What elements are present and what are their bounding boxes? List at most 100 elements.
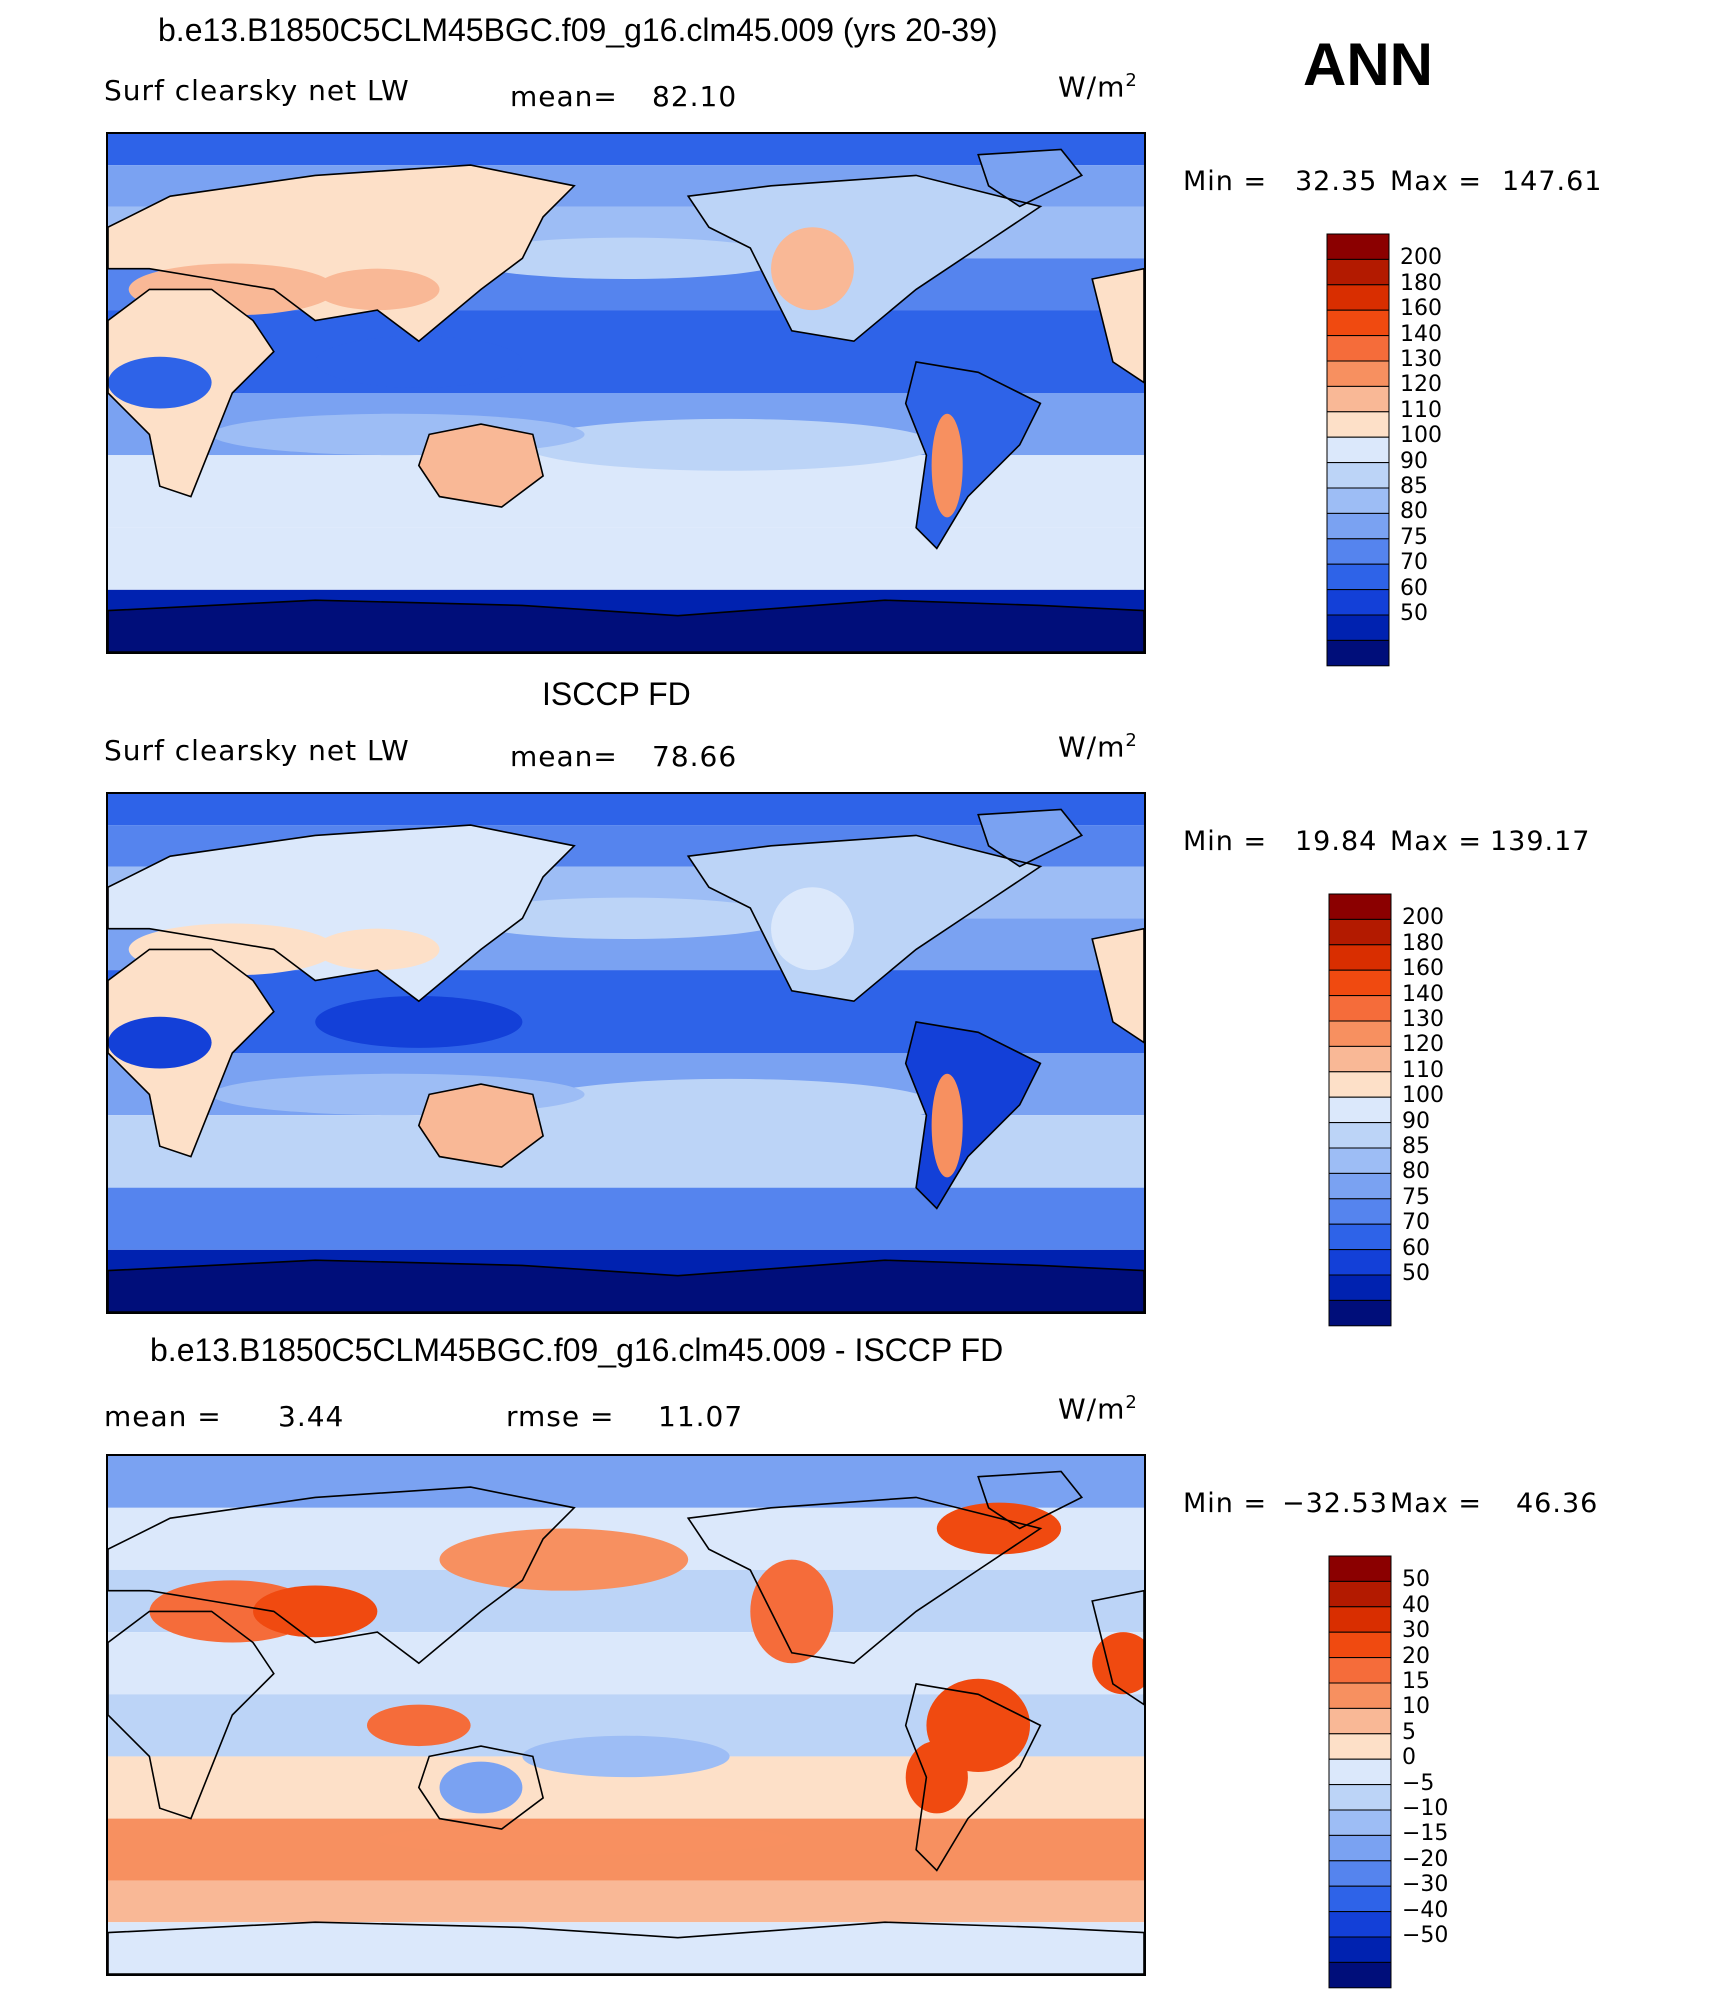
panel2-variable: Surf clearsky net LW — [104, 734, 410, 767]
colorbar-swatch — [1328, 1657, 1392, 1684]
panel3-rmse-value: 11.07 — [658, 1400, 744, 1433]
colorbar-swatch — [1326, 538, 1390, 565]
panel1-min-label: Min = — [1183, 166, 1268, 197]
panel1-map-field — [108, 134, 1144, 652]
colorbar-swatches — [1328, 1555, 1392, 1989]
colorbar-level-label: 75 — [1400, 524, 1428, 550]
colorbar-swatch — [1328, 918, 1392, 946]
colorbar-swatch — [1326, 512, 1390, 540]
colorbar-level-label: −15 — [1402, 1821, 1449, 1847]
colorbar-swatch — [1328, 995, 1392, 1022]
panel3-min-label: Min = — [1183, 1488, 1268, 1519]
colorbar-level-label: 50 — [1402, 1261, 1430, 1286]
colorbar-level-label: 180 — [1400, 270, 1442, 296]
colorbar-swatch — [1328, 1020, 1392, 1047]
colorbar-swatch — [1326, 335, 1390, 362]
colorbar-swatch — [1326, 385, 1390, 413]
colorbar-level-label: 120 — [1400, 372, 1442, 398]
colorbar-level-label: 200 — [1400, 245, 1442, 271]
colorbar-level-label: 60 — [1402, 1235, 1430, 1261]
colorbar-swatch — [1328, 944, 1392, 971]
panel3-rmse-label: rmse = — [506, 1400, 615, 1433]
panel2-max-label: Max = — [1390, 826, 1483, 857]
colorbar-level-label: −40 — [1402, 1897, 1449, 1923]
colorbar-level-label: 200 — [1402, 905, 1444, 931]
colorbar-level-label: 0 — [1402, 1745, 1416, 1771]
colorbar-level-label: 130 — [1402, 1007, 1444, 1032]
colorbar-swatch — [1326, 462, 1390, 489]
colorbar-level-label: 90 — [1400, 448, 1428, 474]
colorbar-level-label: 180 — [1402, 930, 1444, 956]
colorbar-swatch — [1328, 1071, 1392, 1098]
colorbar-level-label: 110 — [1402, 1057, 1444, 1083]
colorbar-level-label: 85 — [1402, 1134, 1430, 1159]
colorbar-swatch — [1328, 1961, 1392, 1989]
panel3-title: b.e13.B1850C5CLM45BGC.f09_g16.clm45.009 … — [150, 1332, 1004, 1368]
panel2-max-value: 139.17 — [1490, 826, 1591, 857]
colorbar-swatch — [1326, 233, 1390, 260]
colorbar-swatch — [1328, 1834, 1392, 1862]
panel3-min-value: −32.53 — [1282, 1488, 1388, 1519]
colorbar-swatch — [1328, 1274, 1392, 1301]
colorbar-swatch — [1326, 589, 1390, 616]
colorbar-level-label: 100 — [1400, 423, 1442, 449]
colorbar-swatch — [1328, 1784, 1392, 1811]
colorbar-level-label: 50 — [1400, 601, 1428, 626]
colorbar-swatch — [1326, 487, 1390, 514]
colorbar-level-label: 20 — [1402, 1643, 1430, 1669]
colorbar-swatch — [1328, 1198, 1392, 1225]
colorbar-swatch — [1326, 563, 1390, 591]
panel3-mean-label: mean = — [104, 1400, 222, 1433]
colorbar-swatch — [1328, 1172, 1392, 1200]
panel2-mean-label: mean= — [510, 740, 618, 773]
colorbar-swatch — [1328, 1249, 1392, 1276]
colorbar-level-label: 75 — [1402, 1184, 1430, 1210]
colorbar-swatch — [1328, 1096, 1392, 1124]
panel3-max-label: Max = — [1390, 1488, 1483, 1519]
colorbar-swatch — [1326, 436, 1390, 464]
colorbar-level-label: 10 — [1402, 1694, 1430, 1720]
colorbar-swatch — [1328, 1045, 1392, 1073]
panel1-max-value: 147.61 — [1502, 166, 1603, 197]
colorbar-swatch — [1328, 1707, 1392, 1735]
colorbar-swatch — [1328, 1809, 1392, 1836]
panel1-title: b.e13.B1850C5CLM45BGC.f09_g16.clm45.009 … — [158, 12, 998, 48]
colorbar-swatch — [1326, 639, 1390, 667]
colorbar-swatch — [1326, 614, 1390, 641]
panel2-units: W/m2 — [1058, 730, 1138, 764]
colorbar-swatch — [1328, 1147, 1392, 1174]
colorbar-swatch — [1328, 1631, 1392, 1659]
colorbar-level-label: 30 — [1402, 1618, 1430, 1644]
colorbar-level-label: −10 — [1402, 1796, 1449, 1821]
panel3-colorbar: 50 40 30 20 15 10 5 0 −5 −10 −15 −20 −30 −40 −50 — [1328, 1555, 1498, 1996]
panel3-map-field — [108, 1456, 1144, 1974]
colorbar-swatch — [1328, 1682, 1392, 1709]
panel2-map-field — [108, 794, 1144, 1312]
panel1-mean-label: mean= — [510, 80, 618, 113]
colorbar-level-label: 70 — [1400, 550, 1428, 576]
panel1-min-value: 32.35 — [1295, 166, 1378, 197]
panel3-units: W/m2 — [1058, 1392, 1138, 1426]
panel2-mean-value: 78.66 — [652, 740, 738, 773]
colorbar-level-label: 140 — [1400, 321, 1442, 347]
colorbar-swatch — [1328, 1911, 1392, 1938]
season-label: ANN — [1303, 31, 1433, 98]
panel2-colorbar: 200 180 160 140 130 120 110 100 90 85 80 75 70 60 50 — [1328, 893, 1498, 1334]
panel1-variable: Surf clearsky net LW — [104, 74, 410, 107]
panel3-map — [106, 1454, 1146, 1976]
colorbar-swatch — [1328, 1122, 1392, 1149]
colorbar-swatch — [1326, 258, 1390, 286]
colorbar-swatch — [1326, 360, 1390, 387]
colorbar-level-label: 110 — [1400, 397, 1442, 423]
colorbar-level-label: 90 — [1402, 1108, 1430, 1134]
colorbar-swatch — [1328, 1860, 1392, 1887]
colorbar-level-label: 40 — [1402, 1592, 1430, 1618]
panel1-max-label: Max = — [1390, 166, 1483, 197]
panel1-mean-value: 82.10 — [652, 80, 738, 113]
colorbar-level-label: 160 — [1402, 956, 1444, 982]
panel2-min-value: 19.84 — [1295, 826, 1378, 857]
colorbar-swatch — [1328, 1223, 1392, 1251]
panel2-map — [106, 792, 1146, 1314]
colorbar-level-label: 15 — [1402, 1669, 1430, 1694]
colorbar-level-label: 5 — [1402, 1719, 1416, 1745]
